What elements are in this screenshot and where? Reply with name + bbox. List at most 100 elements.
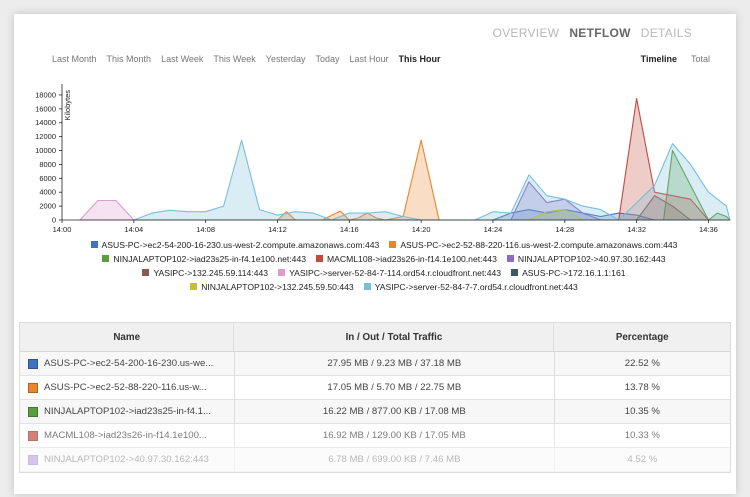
cell-percentage: 22.52 % bbox=[555, 352, 730, 375]
x-tick-label: 14:24 bbox=[484, 225, 503, 234]
row-name: ASUS-PC->ec2-52-88-220-116.us-w... bbox=[44, 382, 207, 393]
row-percentage: 13.78 % bbox=[624, 382, 660, 393]
table-row[interactable]: MACML108->iad23s26-in-f14.1e100... 16.92 … bbox=[20, 424, 730, 448]
cell-name: MACML108->iad23s26-in-f14.1e100... bbox=[20, 424, 235, 447]
y-tick-label: 10000 bbox=[35, 146, 56, 155]
col-traffic-header[interactable]: In / Out / Total Traffic bbox=[234, 323, 555, 351]
series-area-1[interactable] bbox=[276, 139, 440, 221]
series-areas bbox=[79, 97, 731, 221]
col-percentage-header[interactable]: Percentage bbox=[615, 331, 669, 343]
range-last-month[interactable]: Last Month bbox=[52, 54, 97, 64]
cell-name: NINJALAPTOP102->iad23s25-in-f4.1... bbox=[20, 400, 235, 423]
y-tick-label: 14000 bbox=[35, 118, 56, 127]
chart-legend: ASUS-PC->ec2-54-200-16-230.us-west-2.com… bbox=[34, 238, 734, 294]
table-row[interactable]: ASUS-PC->ec2-52-88-220-116.us-w... 17.05 … bbox=[20, 376, 730, 400]
legend-label: ASUS-PC->ec2-54-200-16-230.us-west-2.com… bbox=[101, 240, 380, 250]
traffic-chart: 0 2000 4000 6000 8000 10000 12000 14000 16000 180… bbox=[35, 84, 731, 234]
tab-details[interactable]: DETAILS bbox=[640, 26, 692, 40]
cell-traffic: 27.95 MB / 9.23 MB / 37.18 MB bbox=[235, 352, 555, 375]
legend-item[interactable]: NINJALAPTOP102->40.97.30.162:443 bbox=[506, 252, 666, 266]
legend-swatch bbox=[316, 255, 324, 262]
legend-item[interactable]: NINJALAPTOP102->132.245.59.50:443 bbox=[190, 280, 354, 294]
row-percentage: 22.52 % bbox=[624, 358, 660, 369]
x-tick-label: 14:00 bbox=[53, 225, 72, 234]
legend-item[interactable]: MACML108->iad23s26-in-f14.1e100.net:443 bbox=[316, 252, 497, 266]
mode-total[interactable]: Total bbox=[690, 54, 710, 64]
y-tick-label: 6000 bbox=[39, 174, 56, 183]
table-row[interactable]: NINJALAPTOP102->iad23s25-in-f4.1... 16.22… bbox=[20, 400, 730, 424]
legend-item[interactable]: YASIPC->server-52-84-7-7.ord54.r.cloudfr… bbox=[363, 280, 578, 294]
x-tick-label: 14:04 bbox=[124, 225, 143, 234]
legend-label: ASUS-PC->ec2-52-88-220-116.us-west-2.com… bbox=[400, 240, 678, 250]
x-tick-label: 14:28 bbox=[555, 225, 574, 234]
legend-row: ASUS-PC->ec2-54-200-16-230.us-west-2.com… bbox=[34, 238, 734, 252]
legend-label: YASIPC->server-52-84-7-114.ord54.r.cloud… bbox=[289, 268, 502, 278]
range-this-week[interactable]: This Week bbox=[213, 54, 256, 64]
legend-row: YASIPC->132.245.59.114:443 YASIPC->server… bbox=[34, 266, 734, 280]
row-percentage: 10.35 % bbox=[624, 406, 660, 417]
x-tick-label: 14:08 bbox=[196, 225, 215, 234]
view-tabs: OVERVIEW NETFLOW DETAILS bbox=[482, 26, 692, 40]
cell-traffic: 6.78 MB / 699.00 KB / 7.46 MB bbox=[235, 448, 555, 471]
row-traffic: 27.95 MB / 9.23 MB / 37.18 MB bbox=[327, 358, 462, 369]
legend-swatch bbox=[363, 283, 371, 290]
x-tick-label: 14:20 bbox=[412, 225, 431, 234]
table-row[interactable]: NINJALAPTOP102->40.97.30.162:443 6.78 MB … bbox=[20, 448, 730, 472]
x-tick-label: 14:12 bbox=[268, 225, 287, 234]
range-last-hour[interactable]: Last Hour bbox=[349, 54, 389, 64]
legend-item[interactable]: NINJALAPTOP102->iad23s25-in-f4.1e100.net… bbox=[102, 252, 306, 266]
cell-percentage: 10.33 % bbox=[555, 424, 730, 447]
series-area-9[interactable] bbox=[133, 139, 731, 221]
y-tick-label: 12000 bbox=[35, 132, 56, 141]
cell-name: ASUS-PC->ec2-54-200-16-230.us-we... bbox=[20, 352, 235, 375]
mode-timeline[interactable]: Timeline bbox=[640, 54, 677, 64]
legend-label: YASIPC->132.245.59.114:443 bbox=[153, 268, 269, 278]
cell-traffic: 16.92 MB / 129.00 KB / 17.05 MB bbox=[235, 424, 555, 447]
x-axis: 14:00 14:04 14:08 14:12 14:16 14:20 14:24 14:28… bbox=[53, 219, 730, 234]
col-name-header[interactable]: Name bbox=[20, 323, 235, 351]
y-tick-label: 16000 bbox=[35, 104, 56, 113]
range-this-month[interactable]: This Month bbox=[106, 54, 152, 64]
table-header: Name In / Out / Total Traffic Percentage bbox=[20, 323, 730, 352]
legend-label: NINJALAPTOP102->iad23s25-in-f4.1e100.net… bbox=[113, 254, 307, 264]
legend-swatch bbox=[190, 283, 198, 290]
legend-swatch bbox=[511, 269, 519, 276]
legend-label: ASUS-PC->172.16.1.1:161 bbox=[522, 268, 626, 278]
row-name: NINJALAPTOP102->iad23s25-in-f4.1... bbox=[44, 406, 212, 417]
legend-item[interactable]: YASIPC->132.245.59.114:443 bbox=[142, 266, 268, 280]
x-tick-label: 14:36 bbox=[699, 225, 718, 234]
legend-label: NINJALAPTOP102->132.245.59.50:443 bbox=[201, 282, 354, 292]
range-today[interactable]: Today bbox=[315, 54, 340, 64]
row-percentage: 10.33 % bbox=[624, 430, 660, 441]
row-name: MACML108->iad23s26-in-f14.1e100... bbox=[44, 430, 207, 441]
legend-item[interactable]: ASUS-PC->172.16.1.1:161 bbox=[511, 266, 626, 280]
range-yesterday[interactable]: Yesterday bbox=[265, 54, 306, 64]
y-tick-label: 2000 bbox=[39, 202, 56, 211]
legend-swatch bbox=[506, 255, 514, 262]
legend-item[interactable]: ASUS-PC->ec2-54-200-16-230.us-west-2.com… bbox=[90, 238, 380, 252]
series-area-6[interactable] bbox=[79, 199, 135, 221]
table-row[interactable]: ASUS-PC->ec2-54-200-16-230.us-we... 27.95… bbox=[20, 352, 730, 376]
y-tick-label: 18000 bbox=[35, 90, 56, 99]
row-name: ASUS-PC->ec2-54-200-16-230.us-we... bbox=[44, 358, 214, 369]
netflow-panel: OVERVIEW NETFLOW DETAILS Last Month This Mo… bbox=[14, 14, 736, 494]
time-range-selector: Last Month This Month Last Week This Week Ye… bbox=[52, 54, 451, 64]
tab-netflow[interactable]: NETFLOW bbox=[569, 26, 631, 40]
cell-traffic: 17.05 MB / 5.70 MB / 22.75 MB bbox=[235, 376, 555, 399]
tab-overview[interactable]: OVERVIEW bbox=[492, 26, 560, 40]
legend-item[interactable]: YASIPC->server-52-84-7-114.ord54.r.cloud… bbox=[278, 266, 501, 280]
y-tick-label: 0 bbox=[52, 216, 56, 225]
row-traffic: 16.22 MB / 877.00 KB / 17.08 MB bbox=[322, 406, 466, 417]
range-this-hour[interactable]: This Hour bbox=[398, 54, 441, 64]
y-axis: 0 2000 4000 6000 8000 10000 12000 14000 16000 180… bbox=[35, 84, 72, 225]
cell-traffic: 16.22 MB / 877.00 KB / 17.08 MB bbox=[235, 400, 555, 423]
row-traffic: 16.92 MB / 129.00 KB / 17.05 MB bbox=[322, 430, 466, 441]
legend-item[interactable]: ASUS-PC->ec2-52-88-220-116.us-west-2.com… bbox=[389, 238, 677, 252]
legend-label: YASIPC->server-52-84-7-7.ord54.r.cloudfr… bbox=[374, 282, 578, 292]
row-color-swatch bbox=[28, 382, 38, 393]
row-name: NINJALAPTOP102->40.97.30.162:443 bbox=[44, 454, 209, 465]
row-traffic: 17.05 MB / 5.70 MB / 22.75 MB bbox=[327, 382, 462, 393]
cell-percentage: 10.35 % bbox=[555, 400, 730, 423]
range-last-week[interactable]: Last Week bbox=[161, 54, 204, 64]
row-color-swatch bbox=[28, 430, 38, 441]
